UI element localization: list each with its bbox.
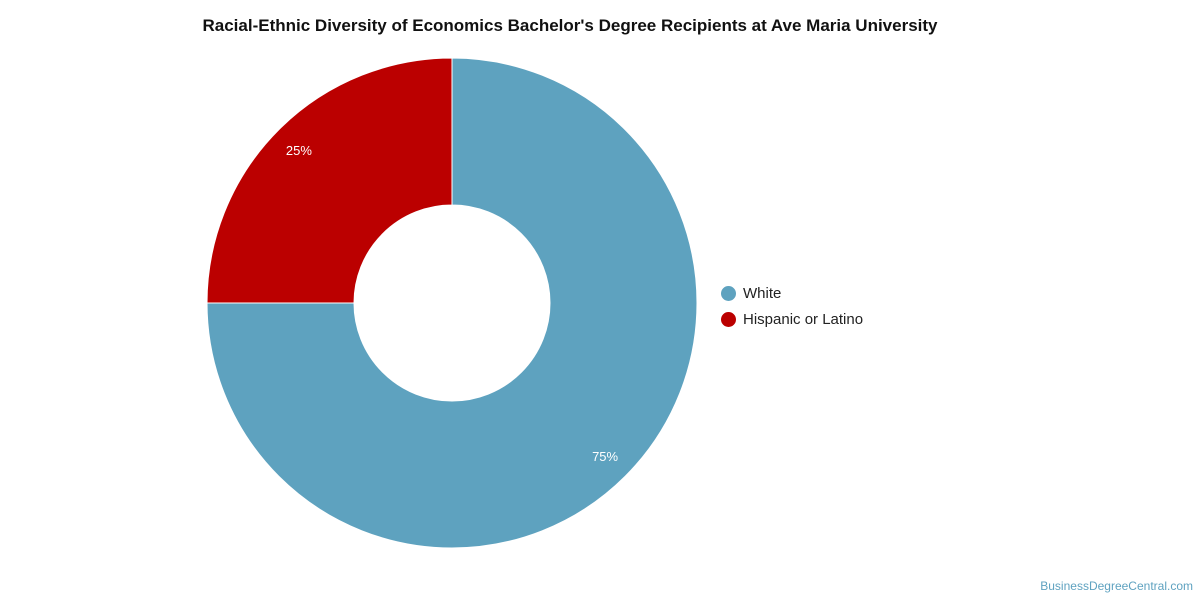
slice-label-hispanic-or-latino: 25% [286,143,312,158]
slice-white[interactable] [206,57,698,549]
legend-swatch-white [721,285,736,301]
site-credit[interactable]: BusinessDegreeCentral.com [1040,579,1193,593]
legend-item-white[interactable]: White [721,280,863,306]
legend-item-hispanic-or-latino[interactable]: Hispanic or Latino [721,306,863,332]
slice-label-white: 75% [592,449,618,464]
chart-title: Racial-Ethnic Diversity of Economics Bac… [202,16,938,35]
chart-legend: White Hispanic or Latino [721,280,863,332]
legend-swatch-hispanic-or-latino [721,311,736,327]
slice-hispanic-or-latino[interactable] [206,57,453,304]
legend-label-white: White [743,284,782,302]
legend-label-hispanic-or-latino: Hispanic or Latino [743,310,864,328]
